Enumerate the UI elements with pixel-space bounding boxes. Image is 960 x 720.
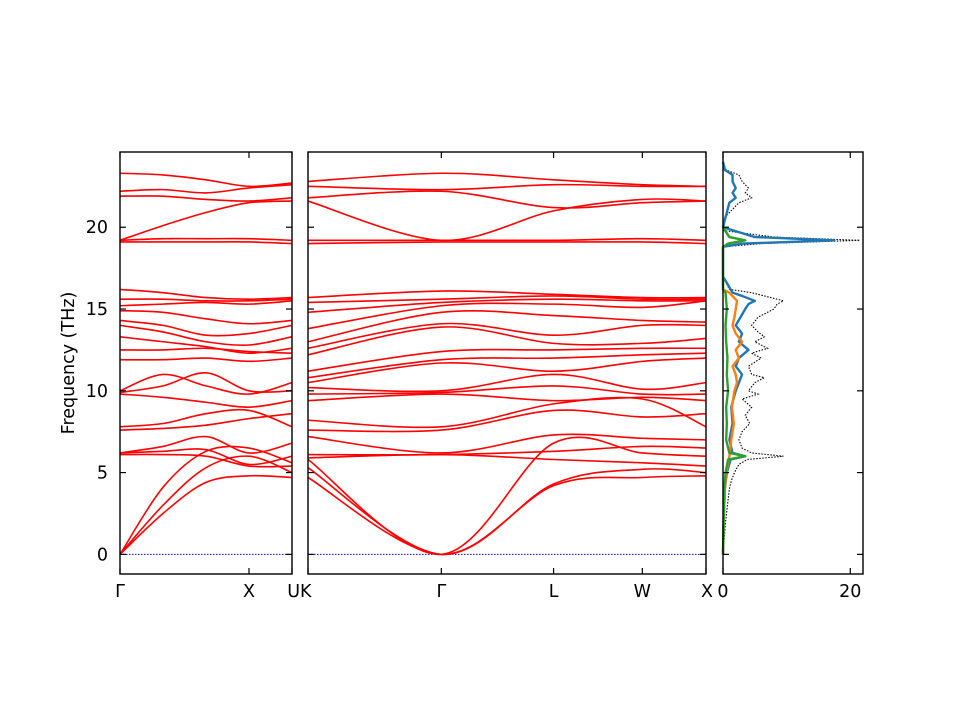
phonon-band xyxy=(119,435,293,454)
x-tick-label: W xyxy=(634,582,651,602)
phonon-band xyxy=(119,373,293,395)
phonon-band xyxy=(307,172,707,188)
x-tick-label: X xyxy=(701,582,713,602)
phonon-band xyxy=(307,357,707,384)
phonon-band xyxy=(307,198,707,242)
phonon-band xyxy=(307,433,707,454)
phonon-band xyxy=(307,326,707,356)
phonon-band xyxy=(307,183,707,191)
x-tick-label: K xyxy=(300,582,312,602)
phonon-band xyxy=(119,300,293,307)
phonon-band xyxy=(119,298,293,302)
phonon-band xyxy=(119,412,293,431)
x-tick-label: L xyxy=(549,582,559,602)
dos-panel: 0 20 xyxy=(717,151,864,602)
y-tick-label: 10 xyxy=(86,382,108,402)
phonon-band xyxy=(307,373,707,393)
phonon-band xyxy=(119,324,293,346)
band-main-frame xyxy=(307,151,707,575)
phonon-band xyxy=(119,319,293,337)
phonon-band xyxy=(119,288,293,301)
phonon-band xyxy=(307,385,707,396)
y-tick-label: 15 xyxy=(86,300,108,320)
dos-x-tick-label: 20 xyxy=(839,582,861,602)
phonon-band xyxy=(307,290,707,299)
phonon-band xyxy=(307,396,707,429)
y-tick-label: 5 xyxy=(97,464,108,484)
phonon-band xyxy=(119,357,293,363)
dos-curve-total xyxy=(722,161,860,555)
phonon-band xyxy=(119,241,293,245)
phonon-band xyxy=(119,237,293,242)
x-tick-label: X xyxy=(243,582,255,602)
phonon-band xyxy=(308,237,707,242)
dos-frame xyxy=(722,151,864,575)
phonon-band xyxy=(307,347,707,372)
phonon-band xyxy=(307,445,707,456)
phonon-band xyxy=(307,295,707,304)
phonon-band xyxy=(119,183,293,194)
phonon-band xyxy=(119,372,293,394)
phonon-band xyxy=(307,467,707,556)
phonon-band xyxy=(307,322,707,350)
phonon-band xyxy=(119,453,293,468)
x-tick-label: U xyxy=(287,582,300,602)
x-tick-label: Γ xyxy=(436,582,446,602)
band-panel-left: 0 5 10 15 20 Γ X U xyxy=(86,151,300,602)
phonon-band xyxy=(119,474,293,555)
phonon-band xyxy=(119,309,293,325)
phonon-band xyxy=(119,408,293,428)
phonon-band xyxy=(307,300,707,330)
dos-curve-series-3 xyxy=(721,226,747,555)
phonon-band xyxy=(307,241,707,245)
phonon-band xyxy=(307,190,707,209)
phonon-band xyxy=(307,436,707,556)
y-tick-label: 20 xyxy=(86,218,108,238)
phonon-band xyxy=(307,352,707,379)
phonon-band xyxy=(119,195,293,202)
phonon-band xyxy=(119,200,293,242)
phonon-band xyxy=(119,336,293,354)
phonon-band xyxy=(119,455,293,555)
band-left-frame xyxy=(119,151,293,575)
dos-curve-series-1 xyxy=(721,161,836,555)
phonon-band xyxy=(307,453,707,467)
phonon-band xyxy=(119,172,293,188)
phonon-band xyxy=(307,298,707,314)
phonon-band xyxy=(307,309,707,343)
y-axis-label: Frequency (THz) xyxy=(59,292,79,435)
phonon-band xyxy=(307,409,707,433)
phonon-band xyxy=(119,393,293,408)
y-tick-label: 0 xyxy=(97,545,108,565)
phonon-band xyxy=(307,393,707,402)
x-tick-label: Γ xyxy=(115,582,125,602)
phonon-band xyxy=(119,448,293,466)
dos-x-tick-label: 0 xyxy=(717,582,728,602)
